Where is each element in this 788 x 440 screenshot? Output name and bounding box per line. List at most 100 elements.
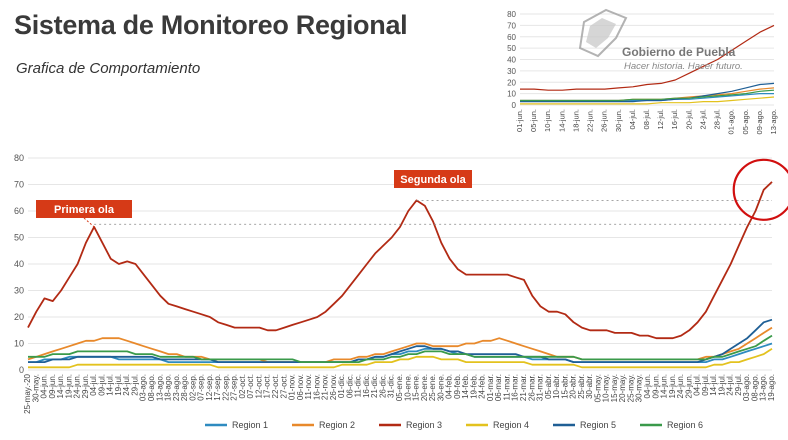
x-tick-label: 21-dic. bbox=[370, 374, 379, 398]
y-tick-label: 30 bbox=[507, 67, 516, 76]
x-tick-label: 04-jul. bbox=[628, 109, 637, 129]
x-tick-label: 22-sep. bbox=[221, 374, 230, 401]
x-tick-label: 09-jul. bbox=[701, 374, 710, 396]
x-tick-label: 22-oct. bbox=[271, 374, 280, 398]
x-tick-label: 15-may. bbox=[610, 374, 619, 402]
x-tick-label: 18-jun. bbox=[571, 109, 580, 132]
x-tick-label: 16-mar. bbox=[511, 374, 520, 401]
x-tick-label: 24-jun. bbox=[676, 374, 685, 398]
series-line-region-3 bbox=[520, 24, 775, 91]
x-tick-label: 29-jul. bbox=[734, 374, 743, 396]
legend-item: Region 1 bbox=[205, 420, 268, 430]
x-tick-label: 09-ago. bbox=[755, 109, 764, 134]
x-tick-label: 06-nov. bbox=[296, 374, 305, 400]
x-tick-label: 30-may. bbox=[635, 374, 644, 402]
y-tick-label: 20 bbox=[507, 78, 516, 87]
x-tick-label: 13-ago. bbox=[155, 374, 164, 401]
x-tick-label: 24-jun. bbox=[73, 374, 82, 398]
x-tick-label: 17-oct. bbox=[263, 374, 272, 398]
x-tick-label: 12-oct. bbox=[254, 374, 263, 398]
x-tick-label: 10-may. bbox=[602, 374, 611, 402]
legend-label: Region 4 bbox=[493, 420, 529, 430]
x-tick-label: 25-ene. bbox=[428, 374, 437, 401]
x-tick-label: 08-jul. bbox=[642, 109, 651, 129]
x-tick-label: 19-jun. bbox=[668, 374, 677, 398]
gobierno-logo: Gobierno de Puebla Hacer historia. Hacer … bbox=[578, 8, 743, 72]
x-tick-label: 26-mar. bbox=[527, 374, 536, 401]
x-tick-label: 09-feb. bbox=[453, 374, 462, 399]
annotation-label: Segunda ola bbox=[400, 174, 466, 186]
logo-fill bbox=[586, 18, 616, 48]
highlight-circle bbox=[732, 158, 788, 221]
x-tick-label: 19-ago. bbox=[767, 374, 776, 401]
x-tick-label: 19-jul. bbox=[114, 374, 123, 396]
legend-label: Region 2 bbox=[319, 420, 355, 430]
x-tick-label: 16-nov. bbox=[312, 374, 321, 400]
x-tick-label: 20-may. bbox=[618, 374, 627, 402]
x-tick-label: 04-jul. bbox=[89, 374, 98, 396]
x-tick-label: 08-ago. bbox=[147, 374, 156, 401]
annotation-box bbox=[394, 170, 472, 188]
x-tick-label: 24-jul. bbox=[698, 109, 707, 129]
series-line-region-4 bbox=[520, 96, 775, 105]
x-tick-label: 15-ene. bbox=[412, 374, 421, 401]
y-tick-label: 40 bbox=[507, 56, 516, 65]
x-tick-label: 01-mar. bbox=[486, 374, 495, 401]
x-tick-label: 26-nov. bbox=[329, 374, 338, 400]
x-tick-label: 31-mar. bbox=[536, 374, 545, 401]
legend-item: Region 4 bbox=[466, 420, 529, 430]
y-tick-label: 10 bbox=[507, 90, 516, 99]
legend-item: Region 5 bbox=[553, 420, 616, 430]
legend-item: Region 3 bbox=[379, 420, 442, 430]
annotation-leader bbox=[83, 217, 95, 228]
x-tick-label: 13-ago. bbox=[759, 374, 768, 401]
x-tick-label: 02-sep. bbox=[188, 374, 197, 401]
x-tick-label: 29-jul. bbox=[130, 374, 139, 396]
y-tick-label: 70 bbox=[507, 21, 516, 30]
y-tick-label: 70 bbox=[14, 180, 24, 190]
x-tick-label: 28-ago. bbox=[180, 374, 189, 401]
x-tick-label: 20-abr. bbox=[569, 374, 578, 399]
x-tick-label: 28-jul. bbox=[713, 109, 722, 129]
x-tick-label: 31-dic. bbox=[387, 374, 396, 398]
x-tick-label: 03-ago. bbox=[742, 374, 751, 401]
annotation-primera-ola: Primera ola bbox=[36, 200, 132, 228]
y-tick-label: 60 bbox=[507, 33, 516, 42]
x-tick-label: 06-mar. bbox=[494, 374, 503, 401]
logo-name: Gobierno de Puebla bbox=[622, 45, 736, 59]
x-tick-label: 30-may. bbox=[31, 374, 40, 402]
legend-item: Region 6 bbox=[640, 420, 703, 430]
x-tick-label: 29-jun. bbox=[81, 374, 90, 398]
x-tick-label: 07-oct. bbox=[246, 374, 255, 398]
x-tick-label: 09-jun. bbox=[48, 374, 57, 398]
legend-label: Region 1 bbox=[232, 420, 268, 430]
x-tick-label: 19-jul. bbox=[717, 374, 726, 396]
x-tick-label: 03-ago. bbox=[139, 374, 148, 401]
x-tick-label: 12-jul. bbox=[656, 109, 665, 129]
x-tick-label: 20-jul. bbox=[684, 109, 693, 129]
series-line-region-6 bbox=[520, 89, 775, 102]
x-tick-label: 05-jun. bbox=[529, 109, 538, 132]
x-tick-label: 10-jun. bbox=[543, 109, 552, 132]
legend-label: Region 3 bbox=[406, 420, 442, 430]
page-title: Sistema de Monitoreo Regional bbox=[14, 10, 408, 40]
x-tick-label: 25-abr. bbox=[577, 374, 586, 399]
y-tick-label: 50 bbox=[507, 44, 516, 53]
legend-item: Region 2 bbox=[292, 420, 355, 430]
x-tick-label: 26-jun. bbox=[600, 109, 609, 132]
x-tick-label: 11-mar. bbox=[502, 374, 511, 401]
x-tick-label: 14-jul. bbox=[106, 374, 115, 396]
y-tick-label: 0 bbox=[19, 365, 24, 375]
x-tick-label: 27-oct. bbox=[279, 374, 288, 398]
x-tick-label: 09-jun. bbox=[651, 374, 660, 398]
x-tick-label: 08-ago. bbox=[750, 374, 759, 401]
x-tick-label: 09-jul. bbox=[97, 374, 106, 396]
legend-label: Region 6 bbox=[667, 420, 703, 430]
x-tick-label: 22-jun. bbox=[586, 109, 595, 132]
x-tick-label: 07-sep. bbox=[197, 374, 206, 401]
page-subtitle: Grafica de Comportamiento bbox=[16, 60, 201, 77]
x-tick-label: 19-jun. bbox=[64, 374, 73, 398]
x-tick-label: 01-dic. bbox=[337, 374, 346, 398]
x-tick-label: 25-may. bbox=[626, 374, 635, 402]
